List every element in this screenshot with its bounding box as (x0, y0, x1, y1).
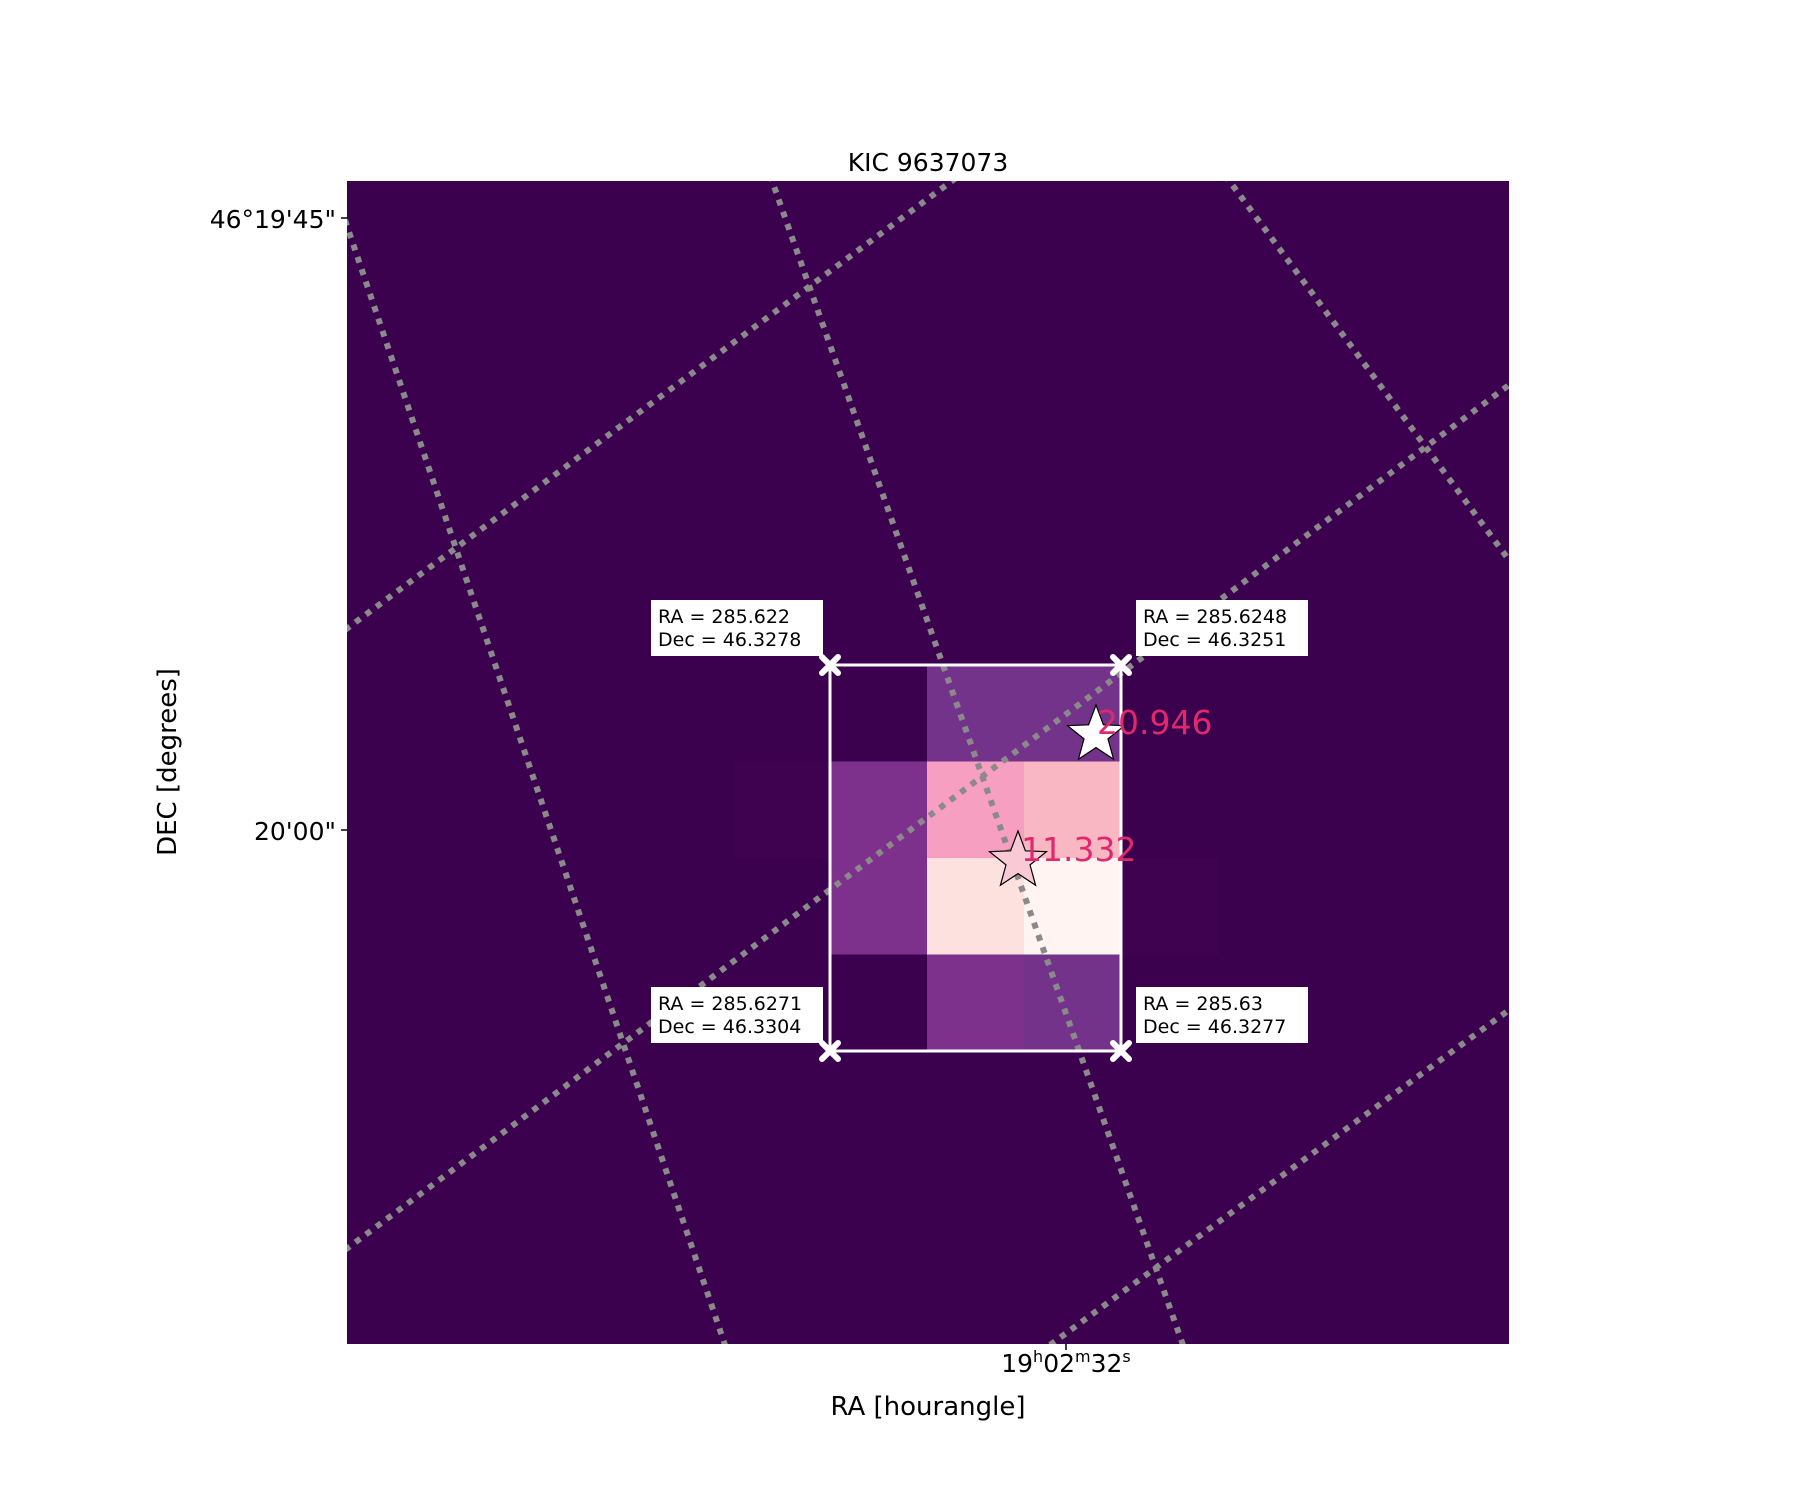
corner-marker-top-right (1110, 654, 1132, 676)
pixel-cell-r0-c1 (927, 665, 1025, 762)
corner-marker-bottom-left (819, 1040, 841, 1062)
coordinate-grid (347, 181, 1509, 1344)
pixel-cell-r1-c0 (830, 761, 928, 859)
chart-title: KIC 9637073 (848, 148, 1009, 177)
corner-dec-label-bottom-left: Dec = 46.3304 (658, 1016, 801, 1038)
corner-dec-label-top-left: Dec = 46.3278 (658, 629, 801, 651)
pixel-cell-r1-c2 (1024, 761, 1122, 859)
y-axis-label: DEC [degrees] (153, 668, 183, 856)
corner-label-box-top-right (1136, 600, 1308, 656)
corner-label-box-bottom-right (1136, 987, 1308, 1043)
corner-ra-label-top-left: RA = 285.622 (658, 606, 790, 628)
pixel-cell-outer (1121, 858, 1218, 955)
corner-ra-label-top-right: RA = 285.6248 (1143, 606, 1287, 628)
pixel-cell-r0-c0 (830, 665, 928, 762)
pixel-cell-r1-c1 (927, 761, 1025, 859)
star-magnitude-label-2: 11.332 (1021, 830, 1136, 869)
corner-ra-label-bottom-left: RA = 285.6271 (658, 993, 802, 1015)
x-axis-label: RA [hourangle] (830, 1392, 1025, 1422)
pixel-cell-r3-c0 (830, 954, 928, 1052)
grid-line-3 (1225, 181, 1509, 562)
pixel-cell-r3-c1 (927, 954, 1025, 1052)
pixel-cell-outer (733, 761, 830, 858)
x-axis: 19h02m32s RA [hourangle] (830, 1344, 1131, 1422)
stars: 20.946 11.332 (987, 703, 1212, 887)
y-axis: 46°19'45" 20'00" DEC [degrees] (153, 205, 347, 856)
y-tick-label-1: 46°19'45" (210, 205, 336, 234)
corner-label-box-bottom-left (651, 987, 823, 1043)
corner-label-box-top-left (651, 600, 823, 656)
pixel-grid (733, 665, 1218, 1052)
star-magnitude-label-1: 20.946 (1097, 703, 1212, 742)
corner-dec-label-top-right: Dec = 46.3251 (1143, 629, 1286, 651)
aperture-outline (828, 663, 1123, 1053)
grid-line-6 (1048, 1007, 1509, 1344)
star-marker-1 (1065, 703, 1127, 761)
corner-marker-top-left (819, 654, 841, 676)
grid-line-4 (347, 181, 957, 633)
grid-line-1 (347, 219, 728, 1344)
x-tick-label-1: 19h02m32s (1001, 1347, 1131, 1378)
y-tick-label-2: 20'00" (254, 817, 336, 846)
corner-ra-label-bottom-right: RA = 285.63 (1143, 993, 1263, 1015)
star-marker-2 (987, 829, 1049, 887)
pixel-cell-r2-c0 (830, 858, 928, 955)
corner-marker-bottom-right (1110, 1040, 1132, 1062)
corner-dec-label-bottom-right: Dec = 46.3277 (1143, 1016, 1286, 1038)
